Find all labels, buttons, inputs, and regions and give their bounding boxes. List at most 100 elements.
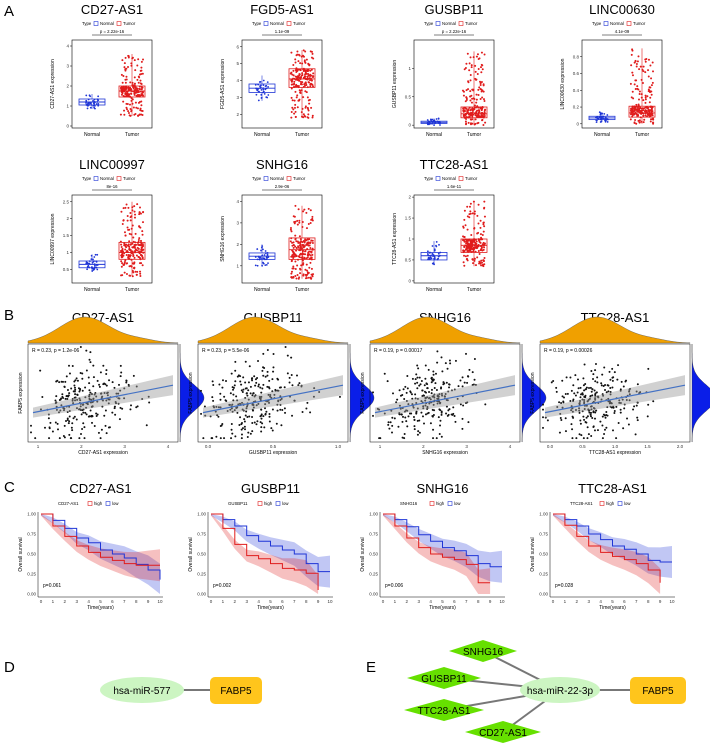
point-tumor — [651, 110, 654, 113]
x-tick-label: 0 — [552, 599, 555, 604]
point-tumor — [643, 110, 646, 113]
scatter-point — [256, 376, 259, 379]
point-tumor — [295, 277, 298, 280]
scatter-point — [117, 402, 120, 405]
scatter-point — [465, 352, 468, 355]
point-tumor — [469, 246, 472, 249]
point-tumor — [479, 107, 482, 110]
point-tumor — [291, 83, 294, 86]
point-normal — [605, 119, 607, 122]
scatter-point — [85, 369, 88, 372]
x-tick-label: 1.0 — [335, 444, 342, 449]
scatter-point — [391, 424, 394, 427]
scatter-point — [88, 389, 91, 392]
point-tumor — [299, 267, 302, 270]
point-tumor — [307, 107, 310, 110]
point-tumor — [308, 266, 311, 269]
scatter-point — [646, 415, 649, 418]
point-tumor — [126, 262, 129, 265]
scatter-point — [404, 385, 407, 388]
y-tick-label: 0.75 — [369, 532, 378, 537]
point-tumor — [481, 64, 484, 67]
point-normal — [86, 268, 89, 271]
point-tumor — [302, 55, 305, 58]
scatter-point — [565, 376, 568, 379]
scatter-point — [235, 395, 238, 398]
point-tumor — [471, 115, 474, 118]
point-tumor — [127, 243, 130, 246]
legend-key-tumor — [116, 21, 122, 26]
correlation-stat: R = 0.19, p = 0.00017 — [374, 348, 423, 354]
scatter-point — [611, 367, 614, 370]
point-tumor — [138, 211, 141, 214]
point-tumor — [136, 64, 139, 67]
point-tumor — [479, 87, 482, 90]
scatter-point — [627, 423, 630, 426]
point-tumor — [297, 85, 300, 88]
point-tumor — [124, 81, 127, 84]
scatter-point — [423, 422, 426, 425]
point-tumor — [292, 64, 295, 67]
scatter-point — [259, 415, 262, 418]
point-tumor — [637, 55, 640, 58]
density-right — [691, 344, 710, 443]
point-tumor — [134, 213, 137, 216]
point-tumor — [629, 82, 632, 85]
point-tumor — [299, 272, 302, 275]
scatter-point — [262, 374, 265, 377]
scatter-point — [611, 429, 614, 432]
scatter-point — [240, 383, 243, 386]
point-tumor — [477, 250, 480, 253]
scatter-point — [424, 397, 427, 400]
scatter-point — [594, 363, 597, 366]
point-tumor — [305, 211, 308, 214]
plot-frame — [71, 194, 153, 284]
scatter-point — [113, 386, 116, 389]
scatter-point — [90, 414, 93, 417]
y-tick-label: 0.5 — [63, 267, 70, 272]
scatter-point — [435, 389, 438, 392]
point-normal — [93, 103, 96, 105]
point-tumor — [646, 112, 649, 115]
y-tick-label: 2 — [66, 84, 69, 89]
point-tumor — [295, 240, 298, 243]
y-tick-label: 0.00 — [27, 592, 36, 597]
point-tumor — [309, 242, 312, 245]
point-normal — [426, 119, 429, 121]
scatter-point — [47, 413, 50, 416]
survival-title: GUSBP11 — [241, 481, 300, 496]
legend-title: Type — [252, 176, 262, 181]
scatter-point — [43, 426, 46, 429]
scatter-point — [428, 396, 431, 399]
scatter-point — [601, 415, 604, 418]
point-tumor — [462, 249, 465, 252]
scatter-point — [55, 405, 58, 408]
point-tumor — [642, 114, 645, 117]
point-tumor — [304, 69, 307, 72]
scatter-point — [241, 427, 244, 430]
scatter-point — [270, 427, 273, 430]
scatter-point — [594, 398, 597, 401]
gene-label-e: FABP5 — [642, 686, 674, 697]
scatter-point — [410, 393, 413, 396]
point-tumor — [290, 276, 293, 279]
point-tumor — [637, 110, 640, 113]
point-tumor — [482, 223, 485, 226]
scatter-point — [592, 377, 595, 380]
point-tumor — [138, 93, 141, 96]
legend-label-normal: Normal — [100, 176, 114, 181]
x-tick-label: Normal — [594, 132, 610, 138]
scatter-point — [617, 422, 620, 425]
point-normal — [92, 269, 95, 271]
scatter-point — [277, 400, 280, 403]
x-tick-label: Tumor — [125, 132, 140, 138]
point-tumor — [290, 270, 293, 273]
scatter-point — [75, 377, 78, 380]
scatter-point — [103, 414, 106, 417]
panel-letter-e: E — [366, 659, 376, 676]
scatter-point — [603, 366, 606, 369]
point-normal — [266, 81, 269, 84]
point-tumor — [650, 84, 653, 87]
